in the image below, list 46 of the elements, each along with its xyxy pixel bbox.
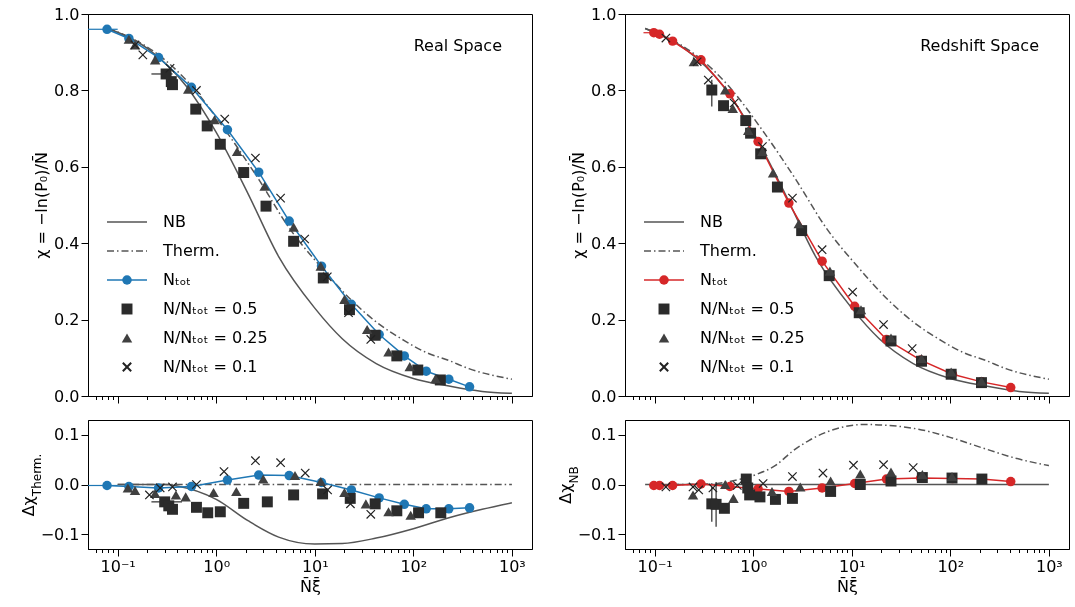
x-tick-label: 10¹ xyxy=(301,556,329,576)
y-tick-label: 0.1 xyxy=(54,425,80,445)
y-tick-label: 0.6 xyxy=(54,157,80,177)
y-tick-label: 0.2 xyxy=(54,310,80,330)
x-tick-label: 10² xyxy=(937,556,965,576)
annotation: Real Space xyxy=(413,36,502,55)
x-tick-label: 10³ xyxy=(1035,556,1063,576)
legend-label: N/Nₜₒₜ = 0.5 xyxy=(163,299,258,318)
x-tick-label: 10² xyxy=(400,556,428,576)
annotation: Redshift Space xyxy=(920,36,1039,55)
y-axis-title: χ = −ln(P₀)/N̄ xyxy=(569,152,589,259)
x-tick-label: 10⁰ xyxy=(740,556,768,576)
y-tick-label: 0.0 xyxy=(591,475,617,494)
legend-label: Therm. xyxy=(162,241,220,260)
x-tick-label: 10¹ xyxy=(838,556,866,576)
legend-label: N/Nₜₒₜ = 0.1 xyxy=(163,357,258,376)
y-tick-label: −0.1 xyxy=(577,524,617,544)
y-tick-label: 0.2 xyxy=(591,310,617,330)
legend-label: Nₜₒₜ xyxy=(163,270,192,289)
y-axis-title: χ = −ln(P₀)/N̄ xyxy=(32,152,52,259)
y-tick-label: 0.1 xyxy=(591,425,617,445)
x-axis-title: N̄ξ̄ xyxy=(837,576,859,596)
x-tick-label: 10³ xyxy=(498,556,526,576)
y-tick-label: 1.0 xyxy=(54,4,80,24)
x-tick-label: 10⁻¹ xyxy=(100,556,136,576)
y-tick-label: 0.4 xyxy=(591,233,617,253)
legend-label: NB xyxy=(163,212,186,231)
y-tick-label: −0.1 xyxy=(40,524,80,544)
legend-label: N/Nₜₒₜ = 0.5 xyxy=(700,299,795,318)
x-axis-title: N̄ξ̄ xyxy=(300,576,322,596)
legend-label: Nₜₒₜ xyxy=(700,270,729,289)
legend-label: Therm. xyxy=(699,241,757,260)
x-tick-label: 10⁻¹ xyxy=(637,556,673,576)
x-tick-label: 10⁰ xyxy=(203,556,231,576)
y-tick-label: 0.0 xyxy=(54,475,80,494)
y-tick-label: 0.8 xyxy=(54,80,80,100)
y-tick-label: 0.8 xyxy=(591,80,617,100)
legend-label: N/Nₜₒₜ = 0.25 xyxy=(700,328,805,347)
y-tick-label: 0.4 xyxy=(54,233,80,253)
legend-label: N/Nₜₒₜ = 0.1 xyxy=(700,357,795,376)
y-tick-label: 0.0 xyxy=(54,386,80,406)
y-tick-label: 0.6 xyxy=(591,157,617,177)
y-tick-label: 1.0 xyxy=(591,4,617,24)
legend-label: N/Nₜₒₜ = 0.25 xyxy=(163,328,268,347)
y-tick-label: 0.0 xyxy=(591,386,617,406)
legend-label: NB xyxy=(700,212,723,231)
